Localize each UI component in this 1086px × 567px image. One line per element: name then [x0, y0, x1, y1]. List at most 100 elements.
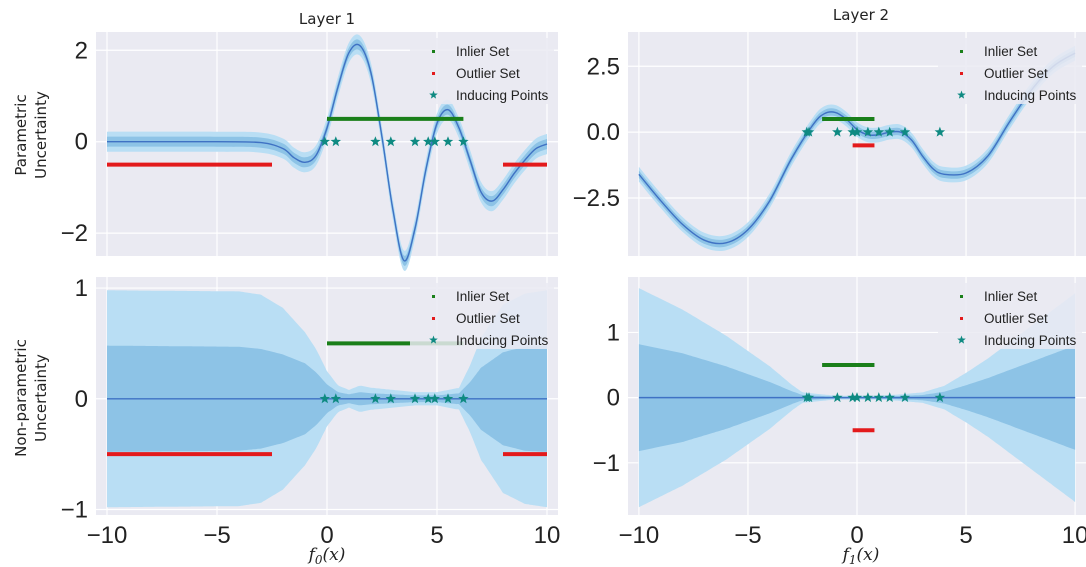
legend-entry: Inducing Points [984, 88, 1077, 103]
legend-marker-inducing [429, 90, 438, 99]
mean-line [106, 43, 548, 262]
inducing-point [319, 393, 330, 404]
column-title-layer2: Layer 2 [833, 6, 889, 24]
legend-entry: Inlier Set [984, 44, 1038, 59]
inducing-point [847, 392, 858, 403]
inducing-point [423, 136, 434, 147]
inducing-point [385, 136, 396, 147]
x-tick-label: 10 [534, 522, 561, 549]
y-tick-label: 0 [75, 386, 88, 413]
legend-marker-outlier [432, 72, 435, 75]
x-tick-label: 5 [959, 522, 972, 549]
column-title-layer1: Layer 1 [299, 10, 355, 28]
x-tick-label: 10 [1062, 522, 1086, 549]
panel-layer1-parametric: −2 0 2 Inlier Set Outlier Set Inducing Points [61, 32, 558, 271]
legend-entry: Inducing Points [984, 333, 1077, 348]
svg-text:Parametric: Parametric [12, 94, 30, 175]
legend-entry: Inlier Set [456, 44, 510, 59]
y-tick-label: 2 [75, 37, 88, 64]
y-tick-label: −2.5 [573, 185, 620, 212]
legend-marker-inlier [960, 295, 963, 298]
inducing-point [899, 126, 911, 137]
x-tick-label: −5 [734, 522, 761, 549]
uncertainty-band-inner [638, 49, 1076, 248]
inducing-point [442, 393, 454, 404]
legend-marker-inducing [957, 335, 966, 344]
x-tick-label: −10 [87, 522, 128, 549]
inducing-point [862, 126, 874, 137]
y-tick-label: −2 [61, 220, 88, 247]
legend-marker-inlier [432, 50, 435, 53]
legend-marker-outlier [432, 317, 435, 320]
inducing-point [409, 393, 421, 404]
y-tick-label: −1 [593, 450, 620, 477]
x-axis-label-layer2: f1(x) [841, 545, 880, 567]
row-label-parametric: Parametric Uncertainty [12, 91, 50, 179]
y-tick-label: 0.0 [587, 119, 620, 146]
inducing-point [409, 136, 421, 147]
legend-marker-outlier [960, 317, 963, 320]
x-tick-label: 0 [850, 522, 863, 549]
legend-marker-outlier [960, 72, 963, 75]
inducing-point [442, 136, 454, 147]
legend-entry: Outlier Set [456, 66, 520, 81]
legend-marker-inducing [957, 90, 966, 99]
y-tick-label: −1 [61, 496, 88, 523]
inducing-point [884, 392, 895, 403]
inducing-point [429, 393, 440, 404]
inducing-point [934, 392, 946, 403]
x-axis-label-layer1: f0(x) [307, 545, 346, 567]
legend-marker-inlier [432, 295, 435, 298]
panel-layer2-parametric: −2.5 0.0 2.5 Inlier Set Outlier Set Inducing … [573, 32, 1086, 256]
inducing-point [429, 136, 440, 147]
inducing-point [847, 126, 858, 137]
svg-text:Uncertainty: Uncertainty [32, 91, 50, 179]
legend-entry: Inlier Set [984, 289, 1038, 304]
inducing-point [330, 136, 341, 147]
inducing-point [832, 392, 843, 403]
x-tick-label: −5 [203, 522, 230, 549]
inducing-point [873, 392, 884, 403]
legend-entry: Outlier Set [984, 311, 1048, 326]
x-tick-label: −10 [619, 522, 660, 549]
legend-marker-inlier [960, 50, 963, 53]
inducing-point [862, 392, 874, 403]
inducing-point [458, 393, 469, 404]
legend-entry: Outlier Set [984, 66, 1048, 81]
legend-entry: Inlier Set [456, 289, 510, 304]
inducing-point [803, 126, 815, 137]
legend-entry: Inducing Points [456, 88, 549, 103]
legend-marker-inducing [429, 335, 438, 344]
legend: Inlier Set Outlier Set Inducing Points [938, 283, 1082, 349]
y-tick-label: 0 [607, 385, 620, 412]
inducing-point [934, 126, 946, 137]
row-label-nonparametric: Non-parametric Uncertainty [12, 339, 50, 457]
mean-line [638, 52, 1076, 245]
inducing-point [803, 392, 815, 403]
inducing-point [319, 136, 330, 147]
inducing-point [899, 392, 911, 403]
legend-entry: Outlier Set [456, 311, 520, 326]
inducing-point [330, 393, 341, 404]
inducing-point [851, 126, 863, 137]
x-tick-label: 5 [430, 522, 443, 549]
inducing-point [851, 392, 863, 403]
y-tick-label: 1 [75, 275, 88, 302]
svg-text:Uncertainty: Uncertainty [32, 354, 50, 442]
legend: Inlier Set Outlier Set Inducing Points [410, 283, 554, 349]
x-tick-label: 0 [320, 522, 333, 549]
inducing-point [458, 136, 469, 147]
uncertainty-band-outer [638, 45, 1076, 251]
legend-entry: Inducing Points [456, 333, 549, 348]
inducing-point [423, 393, 434, 404]
y-tick-label: 0 [75, 129, 88, 156]
panels-layer: −2 0 2 Inlier Set Outlier Set Inducing Points… [61, 32, 1086, 549]
y-tick-label: 1 [607, 319, 620, 346]
legend: Inlier Set Outlier Set Inducing Points [938, 38, 1082, 104]
inducing-point [370, 136, 381, 147]
inducing-point [873, 126, 884, 137]
legend: Inlier Set Outlier Set Inducing Points [410, 38, 554, 104]
